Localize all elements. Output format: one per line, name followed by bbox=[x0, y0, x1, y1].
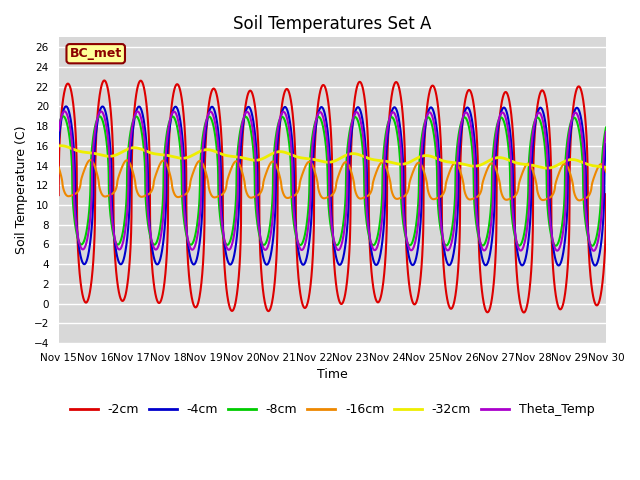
Y-axis label: Soil Temperature (C): Soil Temperature (C) bbox=[15, 126, 28, 254]
Legend: -2cm, -4cm, -8cm, -16cm, -32cm, Theta_Temp: -2cm, -4cm, -8cm, -16cm, -32cm, Theta_Te… bbox=[65, 398, 599, 421]
X-axis label: Time: Time bbox=[317, 368, 348, 381]
Title: Soil Temperatures Set A: Soil Temperatures Set A bbox=[233, 15, 431, 33]
Text: BC_met: BC_met bbox=[70, 47, 122, 60]
